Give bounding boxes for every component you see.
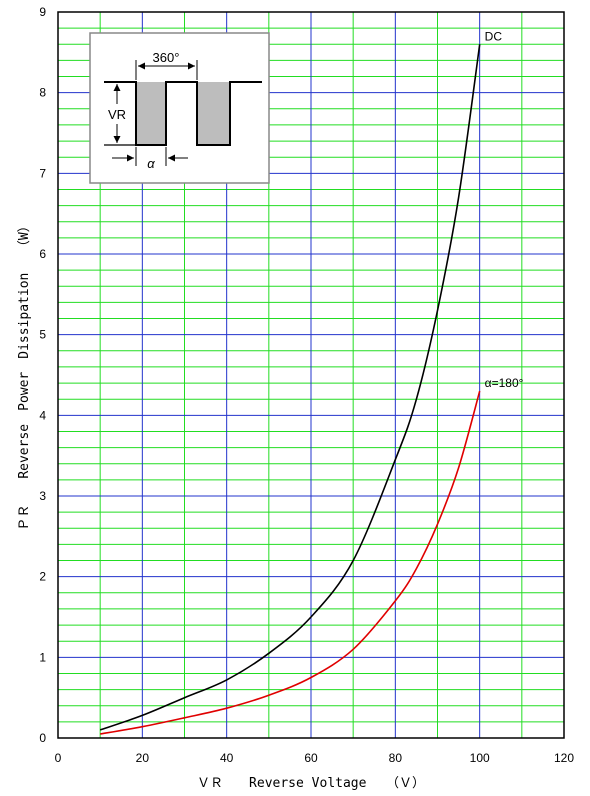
vr-arrowhead-down xyxy=(113,136,121,143)
x-tick-label: 20 xyxy=(136,751,150,765)
y-tick-label: 6 xyxy=(39,247,46,261)
vr-label: VR xyxy=(108,107,126,122)
y-tick-label: 3 xyxy=(39,489,46,503)
x-tick-label: 100 xyxy=(470,751,490,765)
x-tick-label: 0 xyxy=(55,751,62,765)
waveform-line xyxy=(104,81,262,146)
x-tick-label: 60 xyxy=(304,751,318,765)
x-tick-label: 80 xyxy=(389,751,403,765)
y-tick-label: 9 xyxy=(39,5,46,19)
series-layer: DC α=180° xyxy=(99,29,524,735)
dc-series-label: DC xyxy=(485,29,503,43)
y-axis-title: ＰＲ Reverse Power Dissipation （W） xyxy=(17,219,32,530)
alpha-arrowhead-left xyxy=(127,154,134,162)
pulse-fill-2 xyxy=(197,82,230,145)
y-tick-labels: 0 1 2 3 4 5 6 7 8 9 xyxy=(39,5,46,745)
y-tick-label: 1 xyxy=(39,650,46,664)
plot-frame xyxy=(57,11,565,739)
y-tick-label: 7 xyxy=(39,166,46,180)
dc-series-line xyxy=(99,44,481,731)
x-tick-label: 120 xyxy=(554,751,574,765)
x-axis-title: ＶＲ Reverse Voltage （Ｖ） xyxy=(197,776,425,791)
alpha-180-series-label: α=180° xyxy=(485,376,524,390)
vr-arrowhead-up xyxy=(113,84,121,91)
pulse-fill-1 xyxy=(136,82,166,145)
alpha-180-series-line xyxy=(100,390,481,735)
x-tick-labels: 0 20 40 60 80 100 120 xyxy=(55,751,575,765)
alpha-label: α xyxy=(147,156,155,171)
y-tick-label: 4 xyxy=(39,408,46,422)
period-arrowhead-left xyxy=(138,62,145,70)
y-tick-label: 5 xyxy=(39,328,46,342)
x-tick-label: 40 xyxy=(220,751,234,765)
waveform-inset: 360° VR α xyxy=(89,32,270,184)
period-label: 360° xyxy=(153,50,180,65)
period-arrowhead-right xyxy=(188,62,195,70)
alpha-arrowhead-right xyxy=(168,154,175,162)
y-tick-label: 0 xyxy=(39,731,46,745)
y-tick-label: 8 xyxy=(39,86,46,100)
y-tick-label: 2 xyxy=(39,570,46,584)
